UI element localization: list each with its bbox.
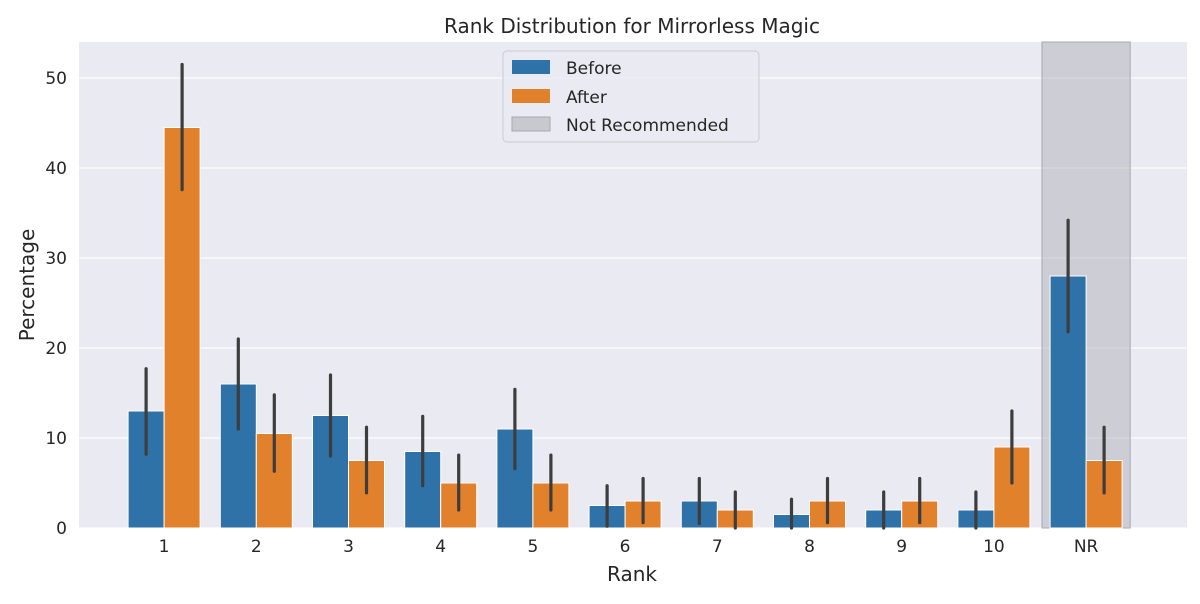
legend-swatch-before bbox=[512, 60, 550, 74]
x-tick-label: 9 bbox=[896, 537, 907, 557]
legend-label-before: Before bbox=[566, 59, 622, 79]
x-tick-label: 7 bbox=[712, 537, 723, 557]
x-tick-label: 10 bbox=[983, 537, 1005, 557]
x-tick-label: 5 bbox=[527, 537, 538, 557]
legend-label-after: After bbox=[566, 88, 607, 108]
x-tick-label: 1 bbox=[159, 537, 170, 557]
legend: Before After Not Recommended bbox=[502, 50, 760, 143]
y-tick-label: 0 bbox=[56, 519, 67, 539]
y-tick-label: 30 bbox=[45, 249, 67, 269]
error-bars bbox=[144, 62, 1106, 530]
legend-swatch-not-recommended bbox=[511, 116, 551, 132]
y-tick-label: 50 bbox=[45, 69, 67, 89]
x-tick-label: 4 bbox=[435, 537, 446, 557]
y-tick-labels: 0 10 20 30 40 50 bbox=[45, 69, 67, 539]
x-tick-labels: 1 2 3 4 5 6 7 8 9 10 NR bbox=[159, 537, 1099, 557]
y-tick-label: 20 bbox=[45, 339, 67, 359]
y-tick-label: 10 bbox=[45, 429, 67, 449]
x-tick-label: 2 bbox=[251, 537, 262, 557]
x-tick-label: 8 bbox=[804, 537, 815, 557]
chart-title: Rank Distribution for Mirrorless Magic bbox=[444, 14, 820, 38]
bar-after-1 bbox=[163, 127, 201, 529]
legend-frame bbox=[502, 50, 760, 143]
legend-swatch-after bbox=[512, 89, 550, 103]
y-tick-label: 40 bbox=[45, 159, 67, 179]
x-tick-label: 6 bbox=[620, 537, 631, 557]
x-axis-label: Rank bbox=[607, 562, 657, 586]
x-tick-label: NR bbox=[1074, 537, 1099, 557]
x-tick-label: 3 bbox=[343, 537, 354, 557]
y-axis-label: Percentage bbox=[15, 229, 39, 342]
legend-label-not-recommended: Not Recommended bbox=[566, 116, 729, 136]
